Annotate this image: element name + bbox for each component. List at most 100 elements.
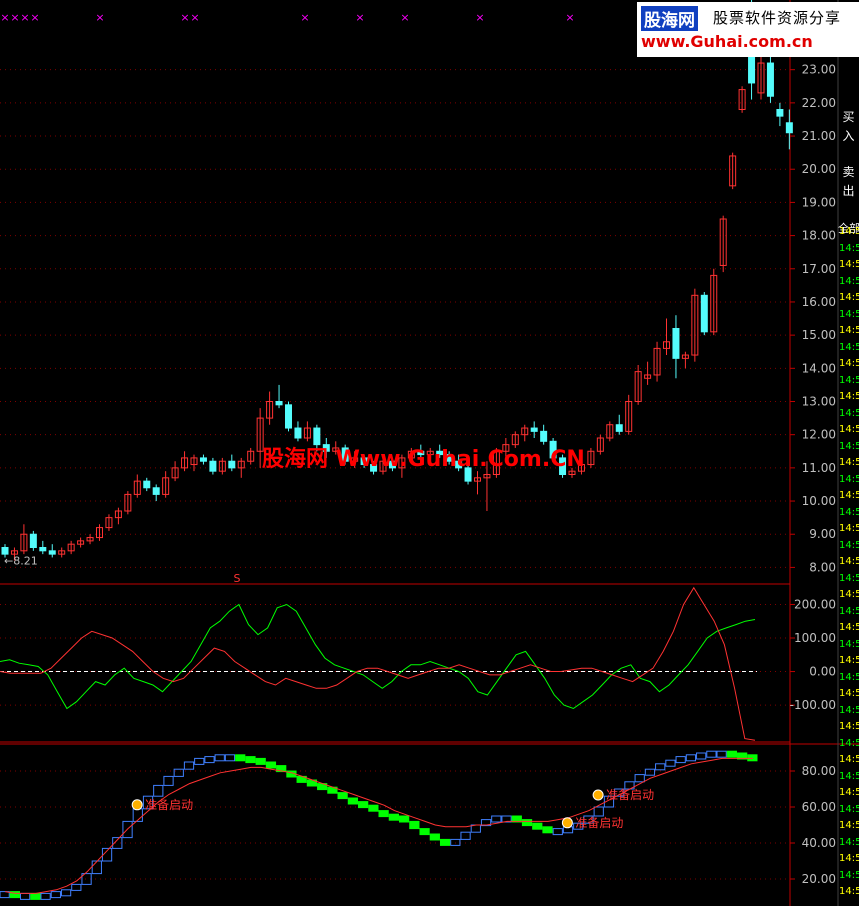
oscillator-bar (491, 815, 502, 823)
start-signal-label: 准备启动 (575, 816, 623, 830)
time-list-item[interactable]: 14:5 (839, 292, 859, 303)
oscillator-bar (255, 757, 266, 765)
time-list-item[interactable]: 14:5 (839, 539, 859, 551)
candle-body (58, 550, 66, 555)
time-list-item[interactable]: 14:5 (839, 869, 859, 881)
candle-body (29, 533, 37, 549)
sell-marker: S (234, 572, 241, 585)
candle-body (577, 464, 585, 472)
candle-body (530, 427, 538, 432)
oscillator-tick-label: 80.00 (802, 764, 836, 778)
candle-body (540, 430, 548, 442)
time-list-item[interactable]: 14:5 (839, 341, 859, 353)
oscillator-tick-label: 20.00 (802, 872, 836, 886)
time-list-item[interactable]: 14:5 (839, 803, 859, 815)
time-list-item[interactable]: 14:5 (839, 523, 859, 534)
candle-body (700, 294, 708, 333)
time-list-item[interactable]: 14:5 (839, 622, 859, 633)
time-list-item[interactable]: 14:5 (839, 374, 859, 386)
time-list-item[interactable]: 14:5 (839, 853, 859, 864)
price-tick-label: 23.00 (802, 63, 836, 77)
time-list-item[interactable]: 14:5 (839, 605, 859, 617)
time-list-item[interactable]: 14:5 (839, 506, 859, 518)
time-list-item[interactable]: 14:5 (839, 473, 859, 485)
time-list-item[interactable]: 14:5 (839, 886, 859, 897)
oscillator-bar (583, 815, 594, 824)
oscillator-bar (30, 892, 41, 900)
candle-body (672, 328, 680, 359)
candle-body (124, 493, 132, 512)
time-list-item[interactable]: 14:5 (839, 325, 859, 336)
oscillator-bar (9, 891, 20, 899)
oscillator-bar (675, 756, 686, 764)
time-list-item[interactable]: 14:5 (839, 424, 859, 435)
time-list-item[interactable]: 14:5 (839, 457, 859, 468)
oscillator-bar (655, 763, 666, 771)
start-signal-icon (561, 817, 573, 829)
buy-button[interactable]: 买入 (842, 110, 855, 143)
candle-body (757, 62, 765, 94)
time-list-item[interactable]: 14:5 (839, 275, 859, 287)
time-list-item[interactable]: 14:5 (839, 259, 859, 270)
time-list-item[interactable]: 14:5 (839, 440, 859, 452)
oscillator-tick-label: 40.00 (802, 836, 836, 850)
candle-body (426, 450, 434, 456)
time-list-item[interactable]: 14:5 (839, 671, 859, 683)
candle-body (521, 427, 529, 436)
candle-body (549, 440, 557, 459)
candle-body (10, 550, 18, 555)
all-tab[interactable]: 全部 (838, 222, 859, 235)
price-tick-label: 17.00 (802, 262, 836, 276)
time-list-item[interactable]: 14:5 (839, 655, 859, 666)
price-tick-label: 10.00 (802, 494, 836, 508)
candle-body (199, 457, 207, 462)
time-list[interactable]: 14:5 14:5 14:5 14:5 14:5 14:5 14:5 14:5 14:5 14:5… (839, 224, 859, 901)
time-list-item[interactable]: 14:5 (839, 688, 859, 699)
candle-body (625, 401, 633, 432)
candle-body (133, 480, 141, 495)
time-list-item[interactable]: 14:5 (839, 721, 859, 732)
candle-body (398, 457, 406, 469)
price-tick-label: 16.00 (802, 295, 836, 309)
time-list-item[interactable]: 14:5 (839, 589, 859, 600)
price-tick-label: 18.00 (802, 229, 836, 243)
time-list-item[interactable]: 14:5 (839, 820, 859, 831)
time-list-item[interactable]: 14:5 (839, 770, 859, 782)
time-list-item[interactable]: 14:5 (839, 358, 859, 369)
candle-body (48, 550, 56, 555)
oscillator-bar (460, 831, 471, 840)
time-list-item[interactable]: 14:5 (839, 638, 859, 650)
time-list-item[interactable]: 14:5 (839, 556, 859, 567)
oscillator-bar (644, 768, 656, 776)
candle-body (20, 533, 28, 552)
logo-tagline: 股票软件资源分享 (713, 9, 842, 27)
time-list-item[interactable]: 14:5 (839, 572, 859, 584)
time-list-item[interactable]: 14:5 (839, 242, 859, 254)
oscillator-bar (112, 837, 123, 849)
time-list-item[interactable]: 14:5 (839, 407, 859, 419)
sell-button[interactable]: 卖出 (842, 165, 855, 198)
time-list-item[interactable]: 14:5 (839, 308, 859, 320)
start-signal-icon (131, 799, 143, 811)
oscillator-bar (173, 768, 184, 777)
price-tick-label: 15.00 (802, 328, 836, 342)
time-list-item[interactable]: 14:5 (839, 754, 859, 765)
time-list-item[interactable]: 14:5 (839, 704, 859, 716)
time-list-item[interactable]: 14:5 (839, 226, 859, 237)
candle-body (615, 424, 623, 432)
time-list-item[interactable]: 14:5 (839, 490, 859, 501)
oscillator-bar (194, 757, 205, 765)
time-list-item[interactable]: 14:5 (839, 836, 859, 848)
signal-x-mark: × (10, 11, 19, 24)
candle-body (417, 450, 425, 456)
oscillator-bar (501, 815, 512, 823)
candle-body (483, 474, 491, 479)
oscillator-bar (183, 761, 195, 770)
signal-x-mark: × (0, 11, 9, 24)
oscillator-bar (593, 806, 604, 817)
time-list-item[interactable]: 14:5 (839, 737, 859, 749)
time-list-item[interactable]: 14:5 (839, 787, 859, 798)
time-list-item[interactable]: 14:5 (839, 391, 859, 402)
price-tick-label: 9.00 (809, 527, 836, 541)
